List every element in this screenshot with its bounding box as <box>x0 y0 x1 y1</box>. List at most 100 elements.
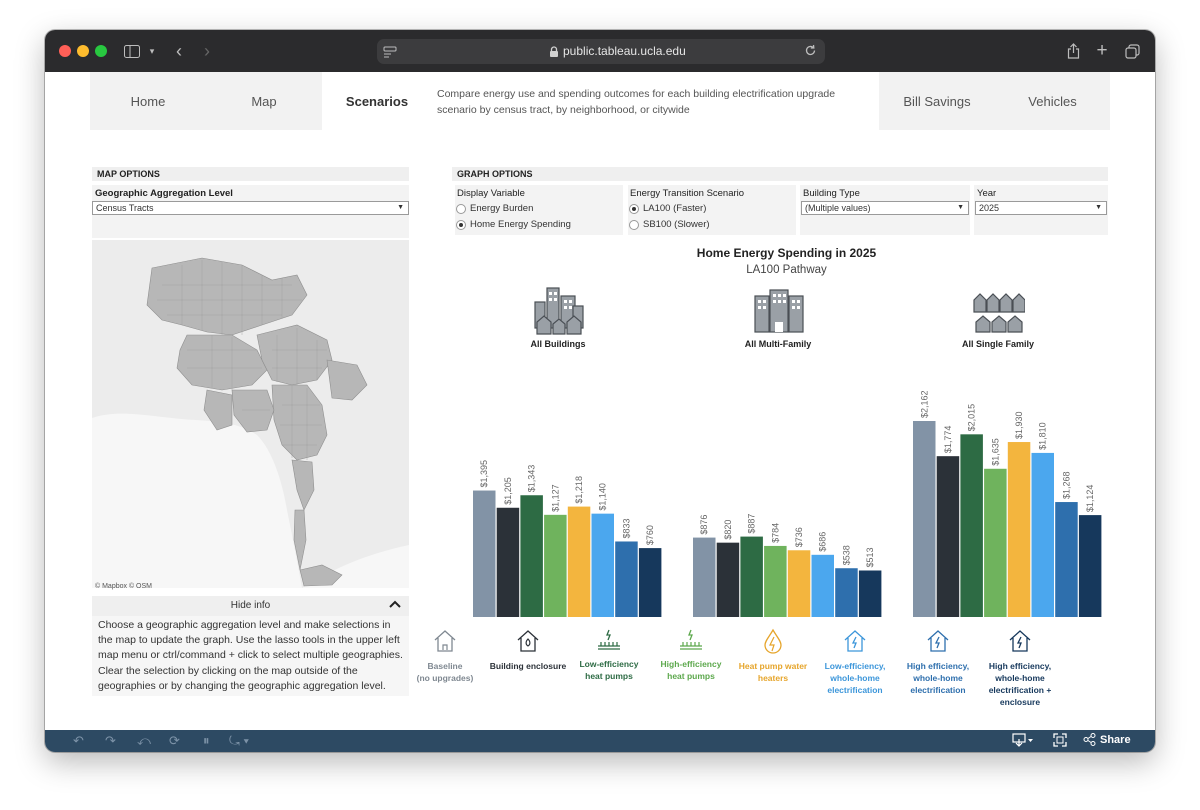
tab-bill-savings[interactable]: Bill Savings <box>879 72 995 130</box>
bar-value-label: $2,015 <box>967 404 977 432</box>
bar-value-label: $1,810 <box>1038 422 1048 450</box>
tab-vehicles-label: Vehicles <box>1028 93 1077 109</box>
bar-value-label: $2,162 <box>919 390 929 418</box>
tab-vehicles[interactable]: Vehicles <box>995 72 1110 130</box>
bar[interactable] <box>835 568 858 617</box>
year-label: Year <box>977 188 997 199</box>
address-bar[interactable]: public.tableau.ucla.edu <box>377 39 825 64</box>
revert-icon[interactable]: ⤺ <box>137 733 151 748</box>
bar[interactable] <box>473 490 496 617</box>
bar[interactable] <box>544 514 567 617</box>
tab-home[interactable]: Home <box>90 72 206 130</box>
radio-la100[interactable]: LA100 (Faster) <box>629 203 706 214</box>
census-tract-map[interactable] <box>92 240 409 588</box>
legend-label: Low-efficiency heat pumps <box>579 659 639 681</box>
radio-sb100[interactable]: SB100 (Slower) <box>629 219 710 230</box>
bar-value-label: $538 <box>841 545 851 565</box>
bar-value-label: $784 <box>770 523 780 543</box>
legend-item: Baseline (no upgrades) <box>400 628 490 684</box>
back-arrow-icon[interactable]: ‹ <box>176 40 182 61</box>
year-dropdown[interactable]: 2025 ▼ <box>975 201 1107 215</box>
radio-home-energy-spending[interactable]: Home Energy Spending <box>456 219 571 230</box>
forward-arrow-icon[interactable]: › <box>204 40 210 61</box>
radio-circle <box>629 219 639 230</box>
radio-energy-burden[interactable]: Energy Burden <box>456 203 533 214</box>
radio-sb100-label: SB100 (Slower) <box>643 219 710 230</box>
building-type-dropdown[interactable]: (Multiple values) ▼ <box>801 201 969 215</box>
pause-updates-icon[interactable]: ⏸ <box>203 733 210 748</box>
bar[interactable] <box>615 541 638 617</box>
map-credit: © Mapbox © OSM <box>95 583 152 590</box>
bar[interactable] <box>787 550 811 617</box>
all-buildings-icon <box>533 286 585 341</box>
tab-map[interactable]: Map <box>206 72 322 130</box>
tab-home-label: Home <box>130 93 166 109</box>
legend-label: High efficiency, whole-home electrificatio… <box>988 661 1052 707</box>
bar[interactable] <box>913 421 936 617</box>
bar[interactable] <box>1031 452 1055 617</box>
fullscreen-icon[interactable] <box>1053 733 1067 750</box>
tableau-toolbar: ↶ ↷ ⤺ ⟳ ⏸ ⤿ ▾ Share <box>45 730 1155 752</box>
bar[interactable] <box>960 434 983 617</box>
page-settings-icon[interactable] <box>383 45 397 63</box>
aggregation-value: Census Tracts <box>96 203 154 213</box>
bar[interactable] <box>496 507 520 617</box>
bar[interactable] <box>567 506 591 617</box>
bar-value-label: $1,127 <box>550 484 560 512</box>
close-window-button[interactable] <box>59 45 71 57</box>
legend-label: Low-efficiency, whole-home electrification <box>824 661 886 695</box>
bar[interactable] <box>638 548 662 617</box>
download-icon[interactable] <box>1012 733 1034 750</box>
bar[interactable] <box>1007 442 1031 617</box>
bar[interactable] <box>764 545 787 617</box>
bar-value-label: $1,140 <box>598 483 608 511</box>
bar[interactable] <box>693 537 716 617</box>
reload-icon[interactable] <box>804 44 817 62</box>
replay-icon[interactable]: ⤿ ▾ <box>229 733 249 748</box>
tab-overview-icon[interactable] <box>1123 41 1141 61</box>
hide-info-toggle[interactable]: Hide info <box>92 596 409 616</box>
radio-circle <box>456 203 466 214</box>
radio-energy-burden-label: Energy Burden <box>470 203 534 214</box>
bar[interactable] <box>1055 502 1078 617</box>
tab-scenarios[interactable]: Scenarios <box>322 72 432 130</box>
bar-value-label: $1,635 <box>990 438 1000 466</box>
share-page-icon[interactable] <box>1065 41 1081 61</box>
zoom-window-button[interactable] <box>95 45 107 57</box>
new-tab-icon[interactable]: + <box>1096 40 1108 61</box>
tab-scenarios-label: Scenarios <box>345 93 409 109</box>
bar[interactable] <box>858 570 882 617</box>
bar[interactable] <box>1078 515 1102 617</box>
minimize-window-button[interactable] <box>77 45 89 57</box>
sidebar-icon[interactable] <box>122 41 142 61</box>
bar[interactable] <box>591 513 615 617</box>
chevron-down-icon: ▼ <box>957 204 964 211</box>
radio-la100-label: LA100 (Faster) <box>643 203 707 214</box>
legend-label: High efficiency, whole-home electrificatio… <box>906 661 970 695</box>
info-text: Choose a geographic aggregation level an… <box>92 616 409 697</box>
group-label-single-family: All Single Family <box>961 339 1035 349</box>
aggregation-dropdown[interactable]: Census Tracts ▼ <box>92 201 409 215</box>
bar-value-label: $760 <box>645 525 655 545</box>
bar-value-label: $833 <box>621 518 631 538</box>
bar-value-label: $1,205 <box>503 477 513 505</box>
heat-pump-icon <box>564 628 654 655</box>
multi-family-icon <box>753 288 805 339</box>
bar[interactable] <box>716 542 740 617</box>
bar-value-label: $1,124 <box>1085 485 1095 513</box>
building-type-value: (Multiple values) <box>805 203 871 213</box>
chevron-down-icon[interactable]: ▾ <box>149 45 155 56</box>
bar[interactable] <box>811 554 835 617</box>
bar[interactable] <box>740 536 763 617</box>
bar[interactable] <box>520 495 543 617</box>
legend-item: Low-efficiency, whole-home electrification <box>810 628 900 696</box>
share-button[interactable]: Share <box>1083 733 1131 746</box>
url-text: public.tableau.ucla.edu <box>563 44 686 58</box>
undo-icon[interactable]: ↶ <box>73 733 84 748</box>
bar[interactable] <box>936 456 960 617</box>
refresh-data-icon[interactable]: ⟳ <box>169 733 180 748</box>
redo-icon[interactable]: ↷ <box>105 733 116 748</box>
bar[interactable] <box>984 468 1007 617</box>
chevron-up-icon[interactable] <box>389 597 401 617</box>
scenario-label: Energy Transition Scenario <box>630 188 745 199</box>
